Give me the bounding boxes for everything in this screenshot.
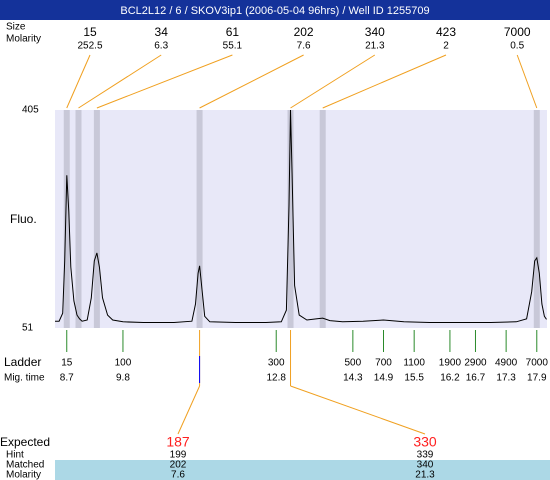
y-tick-label: 405 [22, 105, 39, 116]
ladder-time: 12.8 [266, 373, 286, 384]
peak-molarity: 2 [443, 41, 449, 52]
peak-band [319, 110, 326, 328]
peak-connector [96, 54, 233, 109]
table-row-label: Molarity [6, 470, 41, 480]
ladder-time: 16.2 [440, 373, 460, 384]
peak-connector [199, 54, 304, 109]
peak-molarity: 7.6 [297, 41, 311, 52]
ladder-size: 100 [115, 358, 132, 369]
peak-molarity: 0.5 [510, 41, 524, 52]
ladder-time: 8.7 [60, 373, 74, 384]
table-row-label: Matched [6, 460, 44, 471]
peak-connector [78, 54, 162, 109]
peak-size: 34 [155, 25, 169, 39]
peak-molarity: 252.5 [77, 41, 102, 52]
molarity: 21.3 [415, 470, 435, 480]
match-connector [177, 385, 201, 435]
ladder-size: 1100 [403, 358, 425, 369]
expected: 187 [166, 434, 190, 450]
mig-time-label: Mig. time [4, 373, 45, 384]
matched: 202 [170, 460, 187, 471]
expected: 330 [413, 434, 437, 450]
table-row-label: Hint [6, 450, 24, 461]
peak-connector [516, 54, 538, 109]
matched: 340 [417, 460, 434, 471]
peak-connector [66, 54, 91, 109]
peak-size: 15 [83, 25, 97, 39]
ladder-label: Ladder [4, 355, 41, 369]
peak-molarity: 55.1 [223, 41, 243, 52]
ladder-size: 2900 [464, 358, 487, 369]
ladder-time: 15.5 [404, 373, 424, 384]
peak-band [533, 110, 540, 328]
ladder-size: 300 [268, 358, 285, 369]
peak-size: 7000 [504, 25, 531, 39]
ladder-size: 4900 [495, 358, 518, 369]
peak-band [196, 110, 203, 328]
title-bar [0, 0, 550, 20]
plot-area [55, 110, 547, 328]
peak-size: 423 [436, 25, 456, 39]
ladder-time: 14.3 [343, 373, 363, 384]
peak-band [63, 110, 70, 328]
peak-size: 202 [294, 25, 314, 39]
size-row-label: Size [6, 22, 26, 33]
hint: 199 [170, 450, 187, 461]
peak-band [75, 110, 82, 328]
ladder-size: 7000 [526, 358, 549, 369]
peak-band [287, 110, 294, 328]
match-connector [290, 385, 426, 435]
y-axis-label: Fluo. [10, 212, 37, 226]
molarity-row-label: Molarity [6, 34, 41, 45]
table-row-label: Expected [0, 435, 50, 449]
peak-connector [290, 54, 376, 109]
ladder-size: 15 [61, 358, 73, 369]
hint: 339 [417, 450, 434, 461]
y-tick-label: 51 [22, 323, 34, 334]
peak-molarity: 21.3 [365, 41, 385, 52]
peak-connector [322, 54, 447, 109]
peak-molarity: 6.3 [154, 41, 168, 52]
ladder-time: 9.8 [116, 373, 130, 384]
ladder-size: 700 [375, 358, 392, 369]
ladder-size: 1900 [439, 358, 462, 369]
title: BCL2L12 / 6 / SKOV3ip1 (2006-05-04 96hrs… [120, 5, 429, 17]
ladder-time: 16.7 [466, 373, 486, 384]
molarity: 7.6 [171, 470, 185, 480]
peak-size: 61 [226, 25, 240, 39]
trace [55, 109, 547, 323]
peak-band [93, 110, 100, 328]
ladder-time: 17.3 [496, 373, 516, 384]
matched-band [55, 460, 550, 480]
ladder-time: 14.9 [374, 373, 394, 384]
ladder-size: 500 [345, 358, 362, 369]
peak-size: 340 [365, 25, 385, 39]
ladder-time: 17.9 [527, 373, 547, 384]
